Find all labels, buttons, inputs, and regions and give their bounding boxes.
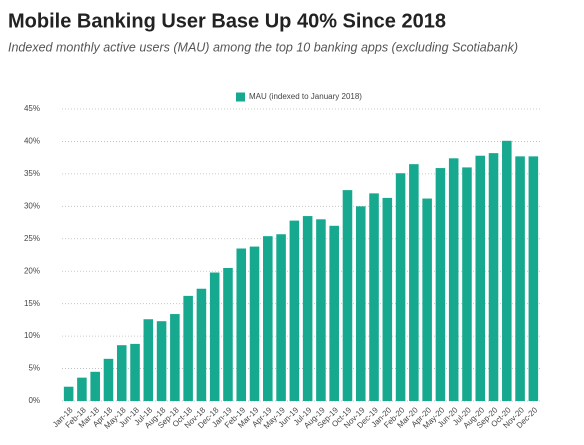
bar [156, 321, 167, 401]
bar [448, 158, 459, 401]
y-tick-label: 15% [24, 299, 40, 308]
bar [143, 319, 154, 401]
bar [170, 314, 180, 401]
bar [382, 197, 393, 401]
y-tick-label: 45% [24, 104, 40, 113]
bar [90, 371, 100, 401]
y-tick-label: 30% [24, 201, 40, 210]
bar [276, 234, 286, 401]
bar [395, 173, 406, 401]
bar [302, 216, 313, 401]
bar [289, 220, 300, 401]
bar [515, 156, 525, 401]
bar [355, 206, 366, 401]
bar [528, 156, 539, 401]
bar [342, 190, 353, 401]
bar [488, 153, 499, 401]
bar [502, 140, 512, 401]
bar [103, 358, 114, 401]
legend-label: MAU (indexed to January 2018) [249, 92, 362, 101]
y-tick-label: 5% [28, 364, 40, 373]
chart-subtitle: Indexed monthly active users (MAU) among… [8, 40, 518, 54]
chart-title: Mobile Banking User Base Up 40% Since 20… [8, 10, 446, 32]
bar [196, 288, 207, 401]
bar [77, 377, 87, 401]
y-tick-label: 40% [24, 137, 40, 146]
bar [183, 295, 193, 401]
bar [422, 198, 432, 401]
y-tick-label: 25% [24, 234, 40, 243]
bar [329, 225, 339, 401]
y-tick-label: 10% [24, 331, 40, 340]
bar [209, 272, 220, 401]
bar [249, 246, 260, 401]
y-tick-label: 20% [24, 266, 40, 275]
bar [316, 219, 326, 401]
bar [223, 267, 233, 401]
bar [409, 164, 419, 401]
legend-swatch [236, 92, 245, 102]
bar [475, 155, 486, 401]
y-tick-label: 0% [28, 396, 40, 405]
bar [435, 168, 446, 401]
bar [236, 248, 247, 401]
bar [263, 236, 273, 401]
bar [130, 343, 140, 401]
bar [63, 386, 74, 401]
y-tick-label: 35% [24, 169, 40, 178]
bar [116, 345, 127, 401]
bar [369, 193, 379, 401]
bar [462, 167, 472, 401]
